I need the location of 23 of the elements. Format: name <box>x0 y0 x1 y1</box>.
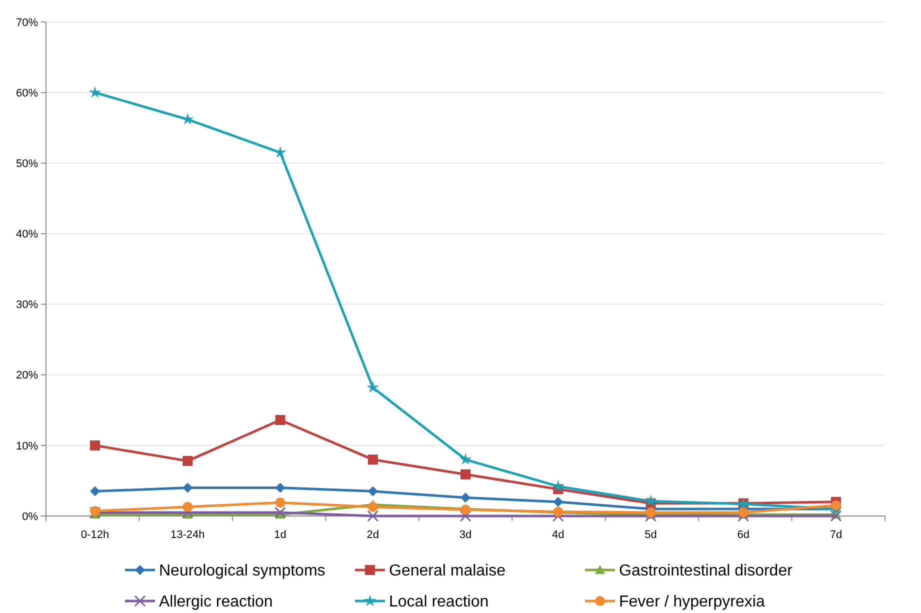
x-tick-label: 13-24h <box>170 529 205 541</box>
legend-label: Gastrointestinal disorder <box>619 562 794 580</box>
legend-label: Local reaction <box>389 594 489 611</box>
x-tick-label: 4d <box>552 529 564 541</box>
y-tick-label: 10% <box>16 440 38 452</box>
y-tick-label: 50% <box>16 158 38 170</box>
x-tick-label: 1d <box>274 529 286 541</box>
y-tick-label: 20% <box>16 370 38 382</box>
legend-label: Neurological symptoms <box>159 562 326 580</box>
x-tick-label: 2d <box>366 529 379 541</box>
y-tick-label: 60% <box>16 87 38 100</box>
legend-label: Fever / hyperpyrexia <box>619 594 765 611</box>
x-tick-label: 0-12h <box>80 529 110 541</box>
x-tick-label: 6d <box>737 529 750 541</box>
y-tick-label: 30% <box>16 299 38 312</box>
y-tick-label: 70% <box>16 16 38 29</box>
x-tick-label: 5d <box>644 529 657 541</box>
y-tick-label: 40% <box>16 228 38 241</box>
x-tick-label: 3d <box>459 529 472 541</box>
legend-label: Allergic reaction <box>159 594 273 611</box>
legend-label: General malaise <box>389 562 506 580</box>
x-tick-label: 7d <box>830 529 842 541</box>
y-tick-label: 0% <box>22 510 38 523</box>
